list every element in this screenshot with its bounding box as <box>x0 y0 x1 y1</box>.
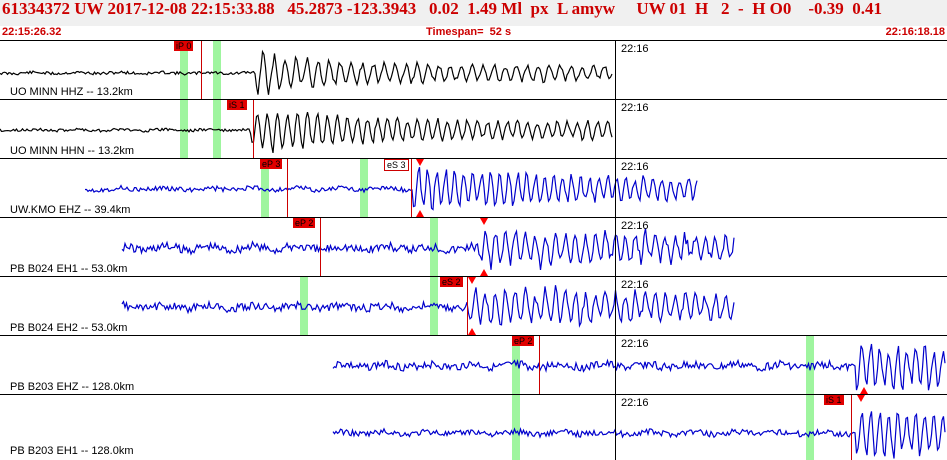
timespan-label: Timespan= 52 s <box>426 26 512 38</box>
pick-label[interactable]: eS 3 <box>384 159 409 171</box>
pick-highlight <box>430 218 438 276</box>
pick-line <box>287 159 288 217</box>
channel-label: PB B203 EH1 -- 128.0km <box>10 445 134 457</box>
channel-label: PB B024 EH2 -- 53.0km <box>10 322 128 334</box>
start-time-label: 22:15:26.32 <box>2 26 62 38</box>
minute-label: 22:16 <box>621 102 649 114</box>
waveform-trace <box>332 411 946 459</box>
pick-label[interactable]: eP 3 <box>260 159 283 169</box>
seismogram-panel[interactable]: eP 2 22:16 PB B024 EH1 -- 53.0km <box>0 217 947 276</box>
pick-highlight <box>512 395 520 460</box>
minute-marker <box>615 336 616 394</box>
pick-label[interactable]: iS 1 <box>227 100 247 110</box>
pick-label[interactable]: iP 0 <box>174 41 194 51</box>
seismogram-panel[interactable]: eS 2 22:16 PB B024 EH2 -- 53.0km <box>0 276 947 335</box>
seismogram-panel[interactable]: iP 0 22:16 UO MINN HHZ -- 13.2km <box>0 40 947 99</box>
pick-marker-top <box>416 159 424 166</box>
minute-marker <box>615 218 616 276</box>
pick-label[interactable]: iS 1 <box>824 395 844 405</box>
pick-marker-bottom <box>860 387 868 394</box>
channel-label: UO MINN HHN -- 13.2km <box>10 145 135 157</box>
minute-label: 22:16 <box>621 161 649 173</box>
seismogram-panel[interactable]: eP 3 eS 3 22:16 UW.KMO EHZ -- 39.4km <box>0 158 947 217</box>
seismogram-panel[interactable]: eP 2 22:16 PB B203 EHZ -- 128.0km <box>0 335 947 394</box>
pick-highlight <box>180 41 188 99</box>
channel-label: PB B203 EHZ -- 128.0km <box>10 381 135 393</box>
waveform-trace <box>85 167 698 211</box>
minute-marker <box>615 395 616 460</box>
pick-marker-top <box>468 277 476 284</box>
pick-highlight <box>300 277 308 335</box>
waveform-trace <box>0 49 613 95</box>
pick-label[interactable]: eP 2 <box>512 336 535 346</box>
pick-highlight <box>180 100 188 158</box>
seismogram-panel[interactable]: iS 1 22:16 UO MINN HHN -- 13.2km <box>0 99 947 158</box>
pick-marker-bottom <box>468 328 476 335</box>
pick-marker-top <box>857 395 865 402</box>
waveform-trace <box>121 228 735 270</box>
header-bar: 61334372 UW 2017-12-08 22:15:33.88 45.28… <box>0 0 947 26</box>
pick-highlight <box>806 336 814 394</box>
minute-marker <box>615 100 616 158</box>
pick-line <box>539 336 540 394</box>
pick-highlight <box>261 159 269 217</box>
pick-highlight <box>806 395 814 460</box>
pick-highlight <box>213 100 221 158</box>
minute-label: 22:16 <box>621 397 649 409</box>
end-time-label: 22:16:18.18 <box>885 26 945 38</box>
pick-line <box>411 159 412 217</box>
channel-label: PB B024 EH1 -- 53.0km <box>10 263 128 275</box>
pick-marker-bottom <box>480 269 488 276</box>
channel-label: UW.KMO EHZ -- 39.4km <box>10 204 131 216</box>
event-title: 61334372 UW 2017-12-08 22:15:33.88 45.28… <box>2 0 883 18</box>
seismogram-panel[interactable]: iS 1 22:16 PB B203 EH1 -- 128.0km <box>0 394 947 460</box>
pick-highlight <box>430 277 438 335</box>
pick-line <box>467 277 468 335</box>
waveform-trace <box>121 285 735 328</box>
minute-label: 22:16 <box>621 220 649 232</box>
minute-marker <box>615 277 616 335</box>
pick-highlight <box>213 41 221 99</box>
waveform-trace <box>0 111 613 154</box>
pick-label[interactable]: eP 2 <box>293 218 316 228</box>
pick-marker-top <box>480 218 488 225</box>
pick-line <box>253 100 254 158</box>
pick-line <box>201 41 202 99</box>
minute-marker <box>615 159 616 217</box>
pick-marker-bottom <box>416 210 424 217</box>
pick-highlight <box>360 159 368 217</box>
waveform-trace <box>332 343 946 391</box>
minute-label: 22:16 <box>621 43 649 55</box>
minute-marker <box>615 41 616 99</box>
pick-line <box>320 218 321 276</box>
pick-line <box>851 395 852 460</box>
channel-label: UO MINN HHZ -- 13.2km <box>10 86 133 98</box>
minute-label: 22:16 <box>621 279 649 291</box>
minute-label: 22:16 <box>621 338 649 350</box>
pick-label[interactable]: eS 2 <box>440 277 463 287</box>
